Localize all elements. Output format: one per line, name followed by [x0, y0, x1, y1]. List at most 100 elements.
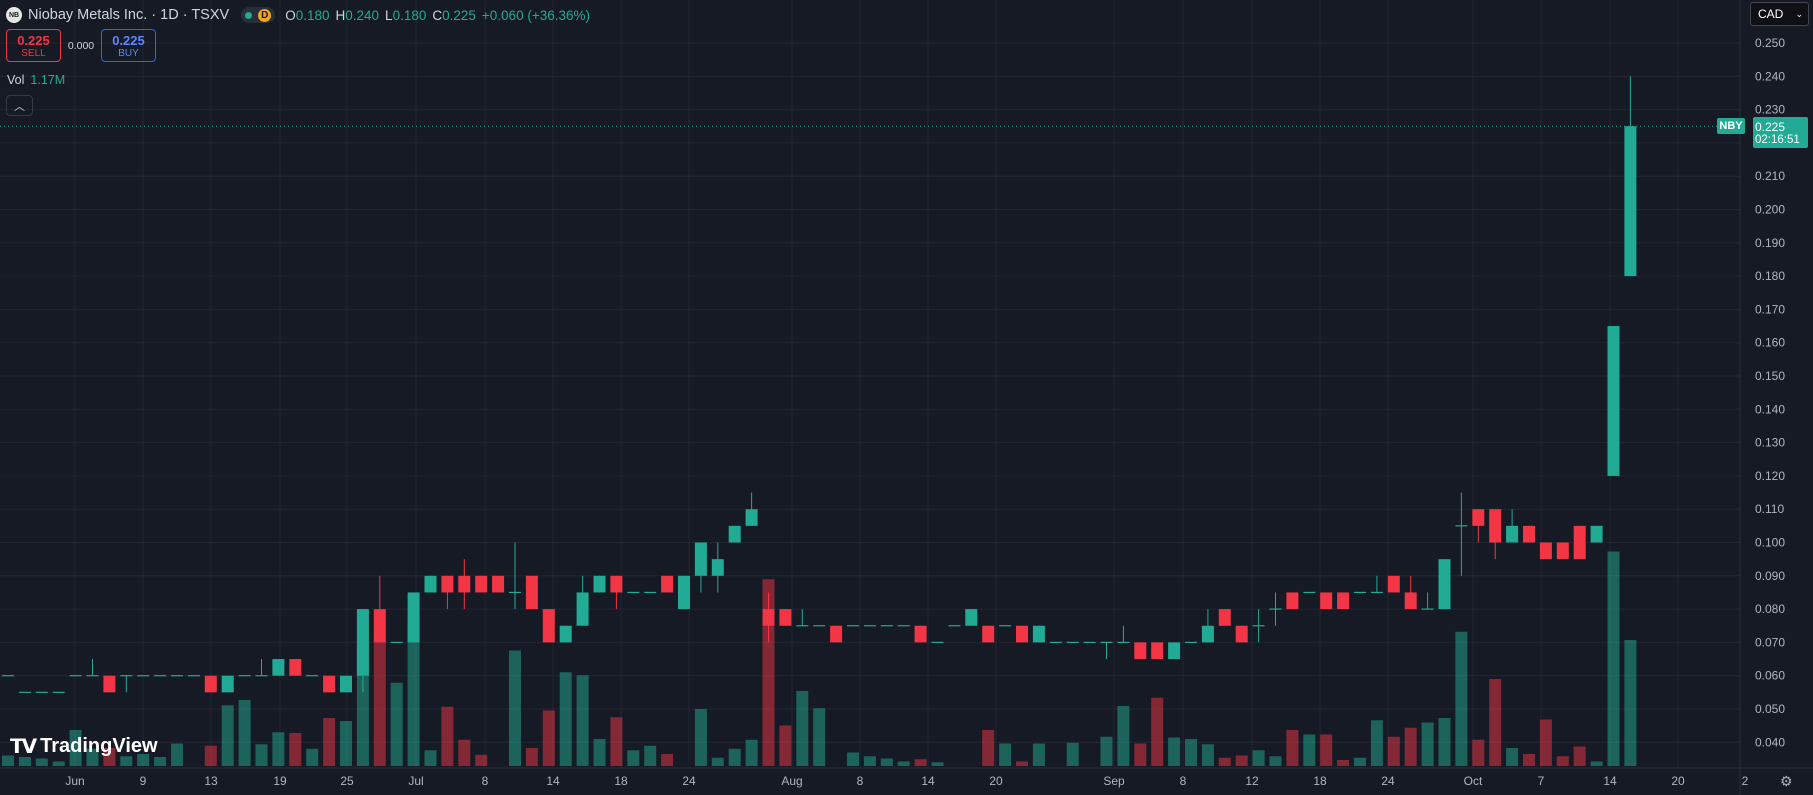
volume-bars — [2, 551, 1637, 766]
candle-body — [745, 509, 758, 526]
chart-grid — [0, 0, 1746, 768]
bar-countdown: 02:16:51 — [1755, 133, 1800, 146]
candle-body — [407, 592, 420, 643]
market-status[interactable]: D — [241, 7, 276, 23]
volume-bar — [255, 744, 268, 766]
candle-body — [1438, 559, 1451, 610]
time-tick-label: 2 — [1742, 774, 1749, 788]
buy-price: 0.225 — [112, 32, 145, 48]
time-tick-label: 13 — [204, 774, 218, 788]
candle-body — [1523, 525, 1535, 543]
time-tick-label: Jul — [408, 774, 423, 788]
high-label: H — [335, 7, 346, 23]
volume-bar — [441, 706, 454, 766]
price-tick-label: 0.190 — [1755, 236, 1785, 250]
price-tick-label: 0.160 — [1755, 336, 1785, 350]
price-tick-label: 0.080 — [1755, 602, 1785, 616]
sell-price: 0.225 — [17, 32, 50, 48]
candle-body — [1032, 625, 1045, 643]
gear-icon[interactable]: ⚙ — [1780, 773, 1793, 789]
candle-body — [1286, 592, 1299, 610]
volume-bar — [458, 739, 471, 766]
candle-body — [1387, 575, 1400, 593]
symbol-legend: NB Niobay Metals Inc. · 1D · TSXV D O0.1… — [6, 5, 590, 25]
volume-bar — [644, 745, 657, 766]
volume-bar — [1438, 718, 1451, 766]
volume-value: 1.17M — [30, 73, 66, 87]
volume-bar — [1016, 761, 1028, 766]
candle-body — [525, 575, 538, 610]
volume-bar — [1320, 734, 1333, 766]
chevron-down-icon: ⌄ — [1795, 8, 1803, 19]
candle-body — [492, 575, 505, 593]
candle-body — [914, 625, 927, 643]
price-tick-label: 0.090 — [1755, 569, 1785, 583]
candle-body — [1404, 592, 1417, 610]
price-tick-label: 0.060 — [1755, 669, 1785, 683]
spread-value: 0.000 — [67, 39, 95, 52]
price-tick-label: 0.230 — [1755, 103, 1785, 117]
candle-body — [103, 675, 116, 693]
time-tick-label: 24 — [682, 774, 696, 788]
buy-label: BUY — [118, 47, 139, 59]
symbol-title[interactable]: Niobay Metals Inc. · 1D · TSXV — [28, 7, 230, 23]
time-tick-label: 14 — [1603, 774, 1617, 788]
volume-bar — [86, 748, 99, 766]
volume-bar — [576, 675, 589, 766]
candle-body — [221, 675, 234, 693]
volume-bar — [982, 730, 995, 766]
candle-body — [1235, 625, 1248, 643]
time-axis[interactable]: Jun 9 13 19 25 Jul 8 14 18 24 Aug 8 14 20 Sep 8 12 18 24 Oc… — [0, 767, 1813, 788]
candle-body — [610, 575, 623, 593]
volume-bar — [847, 752, 859, 766]
volume-bar — [728, 748, 741, 766]
candle-body — [272, 659, 285, 676]
volume-bar — [999, 743, 1012, 766]
volume-bar — [1117, 706, 1130, 766]
time-tick-label: Jun — [65, 774, 84, 788]
close-value: 0.225 — [442, 7, 476, 23]
volume-bar — [35, 758, 48, 766]
candle-body — [762, 609, 775, 626]
price-tick-label: 0.170 — [1755, 302, 1785, 316]
volume-bar — [221, 705, 234, 766]
candle-body — [1337, 592, 1350, 610]
volume-bar — [1506, 748, 1519, 766]
time-tick-label: 25 — [340, 774, 354, 788]
candle-body — [458, 575, 471, 593]
volume-bar — [154, 757, 167, 766]
price-tick-label: 0.180 — [1755, 269, 1785, 283]
currency-select[interactable]: CAD ⌄ — [1750, 2, 1809, 26]
volume-bar — [1303, 734, 1316, 766]
volume-bar — [914, 759, 927, 766]
volume-bar — [1066, 742, 1079, 766]
candle-body — [1320, 592, 1333, 610]
volume-bar — [1404, 727, 1417, 766]
volume-bar — [593, 739, 606, 766]
candle-body — [424, 575, 437, 593]
candle-body — [1624, 126, 1637, 277]
candle-body — [323, 675, 336, 693]
volume-bar — [661, 754, 674, 766]
time-tick-label: 12 — [1245, 774, 1259, 788]
volume-bar — [1252, 750, 1265, 766]
last-price-value: 0.225 — [1755, 119, 1786, 134]
volume-bar — [289, 733, 302, 766]
tradingview-logo[interactable]: 𝗧𝗩 TradingView — [10, 734, 158, 759]
candle-body — [1151, 642, 1164, 660]
symbol-logo[interactable]: NB — [6, 7, 22, 23]
candle-body — [1590, 525, 1603, 543]
time-tick-label: 20 — [989, 774, 1003, 788]
volume-bar — [762, 579, 775, 766]
collapse-legend-button[interactable]: ︿ — [6, 95, 33, 116]
candle-body — [1168, 642, 1181, 660]
volume-bar — [694, 709, 707, 766]
buy-button[interactable]: 0.225 BUY — [101, 29, 156, 62]
volume-bar — [779, 725, 792, 766]
volume-bar — [137, 754, 150, 766]
candlesticks — [2, 76, 1637, 693]
chevron-up-icon: ︿ — [14, 100, 25, 113]
sell-button[interactable]: 0.225 SELL — [6, 29, 61, 62]
candle-body — [559, 625, 572, 643]
